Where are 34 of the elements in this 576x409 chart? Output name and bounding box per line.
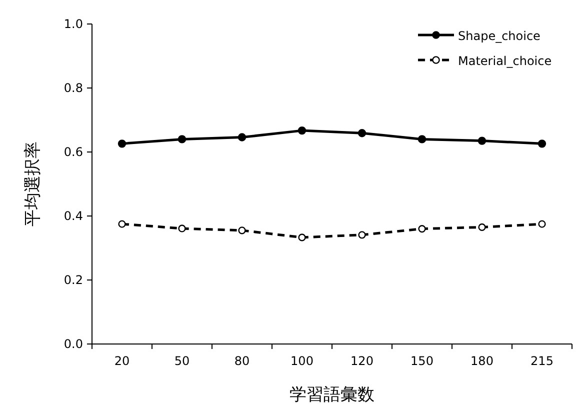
y-tick-label: 0.2 bbox=[64, 273, 83, 287]
x-tick-label: 215 bbox=[530, 354, 554, 368]
x-tick-label: 80 bbox=[234, 354, 250, 368]
point bbox=[298, 234, 306, 242]
point bbox=[118, 220, 126, 228]
point bbox=[418, 135, 426, 144]
point bbox=[238, 133, 246, 142]
point bbox=[118, 140, 126, 148]
y-tick-label: 0.0 bbox=[64, 337, 83, 351]
x-tick-label: 20 bbox=[114, 354, 130, 368]
y-tick-label: 0.4 bbox=[64, 209, 83, 223]
x-tick-label: 100 bbox=[290, 354, 314, 368]
x-axis-title: 学習語彙数 bbox=[290, 385, 374, 405]
y-axis-title: 平均選択率 bbox=[23, 142, 43, 226]
x-tick-label: 150 bbox=[410, 354, 434, 368]
point bbox=[478, 136, 486, 145]
legend-label: Shape_choice bbox=[458, 29, 540, 43]
y-tick-label: 1.0 bbox=[64, 17, 83, 31]
point bbox=[238, 226, 246, 234]
y-tick-label: 0.8 bbox=[64, 81, 83, 95]
x-tick-label: 180 bbox=[470, 354, 494, 368]
x-tick-label: 120 bbox=[350, 354, 374, 368]
point bbox=[538, 140, 546, 148]
y-tick-label: 0.6 bbox=[64, 145, 83, 159]
point bbox=[298, 126, 306, 135]
point bbox=[538, 220, 546, 228]
point bbox=[178, 135, 186, 144]
point bbox=[178, 224, 186, 232]
point bbox=[358, 231, 366, 239]
point bbox=[358, 129, 366, 138]
point bbox=[418, 225, 426, 233]
legend-label: Material_choice bbox=[458, 54, 552, 68]
x-tick-label: 50 bbox=[174, 354, 190, 368]
point bbox=[478, 223, 486, 231]
